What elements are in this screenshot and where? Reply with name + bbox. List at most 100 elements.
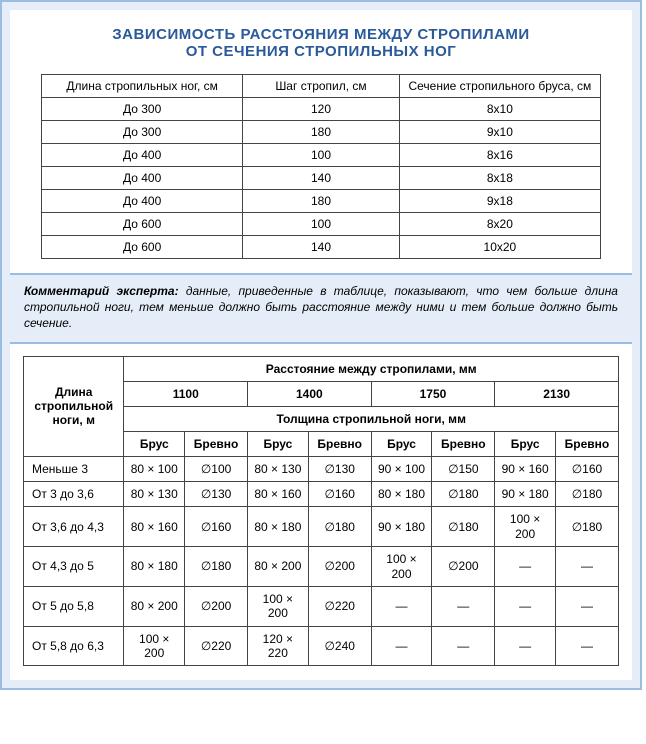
t2-cell: 90 × 180	[495, 481, 556, 506]
title-line-1: ЗАВИСИМОСТЬ РАССТОЯНИЯ МЕЖДУ СТРОПИЛАМИ	[20, 26, 622, 43]
t2-row-label: От 5,8 до 6,3	[24, 626, 124, 666]
t2-span-header: Расстояние между стропилами, мм	[124, 356, 619, 381]
t2-cell: 100 × 200	[248, 586, 309, 626]
t1-cell: 8х20	[399, 213, 600, 236]
t2-cell: 80 × 180	[248, 507, 309, 547]
t2-sub-3: Бревно	[308, 431, 371, 456]
t2-cell: ∅220	[185, 626, 248, 666]
t2-row-header: Длина стропильной ноги, м	[24, 356, 124, 456]
table-row: До 6001008х20	[42, 213, 601, 236]
t1-cell: 180	[243, 190, 400, 213]
t2-cell: 80 × 180	[124, 547, 185, 587]
t2-dist-2: 1750	[371, 381, 495, 406]
t2-dist-3: 2130	[495, 381, 619, 406]
t2-cell: ∅240	[308, 626, 371, 666]
t2-cell: 80 × 100	[124, 456, 185, 481]
t2-cell: 100 × 200	[495, 507, 556, 547]
page-inner: ЗАВИСИМОСТЬ РАССТОЯНИЯ МЕЖДУ СТРОПИЛАМИ …	[2, 2, 640, 688]
table-row: До 60014010х20	[42, 236, 601, 259]
t2-cell: 100 × 200	[124, 626, 185, 666]
table-1-header-row: Длина стропильных ног, см Шаг стропил, с…	[42, 75, 601, 98]
t2-cell: ∅180	[432, 507, 495, 547]
table-row: До 4001809х18	[42, 190, 601, 213]
t1-header-0: Длина стропильных ног, см	[42, 75, 243, 98]
t2-cell: —	[371, 586, 432, 626]
table-row: От 3 до 3,680 × 130∅13080 × 160∅16080 × …	[24, 481, 619, 506]
t2-cell: —	[555, 586, 618, 626]
title-block: ЗАВИСИМОСТЬ РАССТОЯНИЯ МЕЖДУ СТРОПИЛАМИ …	[10, 10, 632, 74]
t2-cell: ∅180	[432, 481, 495, 506]
t2-row-label: От 3,6 до 4,3	[24, 507, 124, 547]
t2-cell: ∅160	[308, 481, 371, 506]
t2-sub-0: Брус	[124, 431, 185, 456]
table-2: Длина стропильной ноги, м Расстояние меж…	[23, 356, 619, 667]
comment-label: Комментарий эксперта:	[24, 284, 179, 298]
t1-cell: 9х10	[399, 121, 600, 144]
t2-cell: —	[495, 586, 556, 626]
t2-cell: ∅180	[555, 481, 618, 506]
table-row: От 3,6 до 4,380 × 160∅16080 × 180∅18090 …	[24, 507, 619, 547]
t2-cell: ∅160	[185, 507, 248, 547]
title-line-2: ОТ СЕЧЕНИЯ СТРОПИЛЬНЫХ НОГ	[20, 43, 622, 60]
t1-cell: 120	[243, 98, 400, 121]
t2-cell: —	[555, 547, 618, 587]
t1-cell: 140	[243, 167, 400, 190]
t2-cell: 100 × 200	[371, 547, 432, 587]
table-row: До 4001408х18	[42, 167, 601, 190]
table-2-wrap: Длина стропильной ноги, м Расстояние меж…	[10, 344, 632, 681]
t2-header-row-1: Длина стропильной ноги, м Расстояние меж…	[24, 356, 619, 381]
t2-row-label: Меньше 3	[24, 456, 124, 481]
t2-cell: —	[495, 626, 556, 666]
t2-cell: ∅220	[308, 586, 371, 626]
t1-cell: До 300	[42, 98, 243, 121]
t2-cell: ∅150	[432, 456, 495, 481]
t1-cell: 8х18	[399, 167, 600, 190]
t2-cell: 80 × 160	[248, 481, 309, 506]
t2-sub-5: Бревно	[432, 431, 495, 456]
t2-cell: 80 × 200	[248, 547, 309, 587]
t2-body: Меньше 380 × 100∅10080 × 130∅13090 × 100…	[24, 456, 619, 666]
t1-cell: 140	[243, 236, 400, 259]
t2-row-label: От 4,3 до 5	[24, 547, 124, 587]
expert-comment: Комментарий эксперта: данные, приведенны…	[10, 273, 632, 344]
t1-body: До 3001208х10До 3001809х10До 4001008х16Д…	[42, 98, 601, 259]
t1-cell: До 400	[42, 144, 243, 167]
t1-cell: 100	[243, 144, 400, 167]
t2-cell: ∅100	[185, 456, 248, 481]
t2-dist-1: 1400	[248, 381, 372, 406]
page-frame: ЗАВИСИМОСТЬ РАССТОЯНИЯ МЕЖДУ СТРОПИЛАМИ …	[0, 0, 642, 690]
t2-cell: ∅200	[308, 547, 371, 587]
t2-dist-0: 1100	[124, 381, 248, 406]
t2-row-label: От 3 до 3,6	[24, 481, 124, 506]
t2-cell: ∅200	[185, 586, 248, 626]
table-row: От 4,3 до 580 × 180∅18080 × 200∅200100 ×…	[24, 547, 619, 587]
table-row: До 4001008х16	[42, 144, 601, 167]
table-row: От 5 до 5,880 × 200∅200100 × 200∅220————	[24, 586, 619, 626]
t1-cell: До 400	[42, 167, 243, 190]
t1-cell: До 600	[42, 213, 243, 236]
t2-cell: —	[555, 626, 618, 666]
t1-cell: 8х16	[399, 144, 600, 167]
t1-cell: 180	[243, 121, 400, 144]
table-row: От 5,8 до 6,3100 × 200∅220120 × 220∅240 —…	[24, 626, 619, 666]
table-row: До 3001208х10	[42, 98, 601, 121]
t1-cell: 100	[243, 213, 400, 236]
t2-cell: ∅200	[432, 547, 495, 587]
t1-cell: До 300	[42, 121, 243, 144]
t2-sub-2: Брус	[248, 431, 309, 456]
t2-cell: ∅180	[555, 507, 618, 547]
t2-cell: —	[495, 547, 556, 587]
t1-cell: 9х18	[399, 190, 600, 213]
table-row: Меньше 380 × 100∅10080 × 130∅13090 × 100…	[24, 456, 619, 481]
t2-cell: ∅180	[185, 547, 248, 587]
t2-cell: —	[432, 586, 495, 626]
t2-row-label: От 5 до 5,8	[24, 586, 124, 626]
t2-cell: 120 × 220	[248, 626, 309, 666]
t2-cell: 90 × 100	[371, 456, 432, 481]
t1-header-2: Сечение стропильного бруса, см	[399, 75, 600, 98]
table-row: До 3001809х10	[42, 121, 601, 144]
t2-cell: 80 × 130	[248, 456, 309, 481]
t2-cell: 90 × 180	[371, 507, 432, 547]
t2-cell: 80 × 180	[371, 481, 432, 506]
t2-sub-6: Брус	[495, 431, 556, 456]
